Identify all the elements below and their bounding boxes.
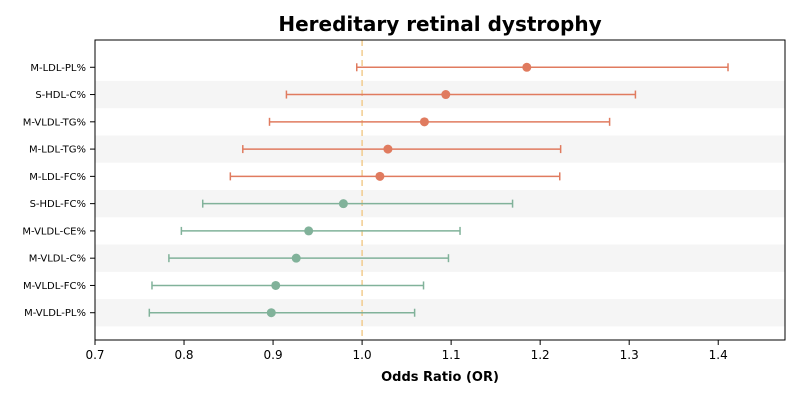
y-tick-label: M-LDL-PL% (30, 63, 86, 74)
y-tick-label: M-VLDL-FC% (23, 281, 86, 292)
estimate-row (168, 253, 450, 263)
data-marks (148, 62, 729, 318)
estimate-row (229, 171, 561, 181)
x-axis: 0.7 0.8 0.9 1.0 1.1 1.2 1.3 1.4 (85, 340, 728, 362)
x-tick-label: 1.1 (442, 348, 461, 362)
x-tick-label: 1.3 (620, 348, 639, 362)
y-tick-label: S-HDL-C% (35, 90, 86, 101)
x-tick-label: 1.4 (709, 348, 728, 362)
plot-frame (94, 39, 786, 341)
estimate-row (356, 62, 729, 72)
y-tick-label: M-VLDL-PL% (24, 308, 86, 319)
y-tick-label: M-VLDL-CE% (22, 226, 86, 237)
estimate-row (180, 226, 461, 236)
y-tick-label: M-VLDL-C% (29, 254, 86, 265)
point-estimate (441, 90, 451, 100)
x-axis-label: Odds Ratio (OR) (381, 370, 499, 385)
point-estimate (375, 171, 385, 181)
x-tick-label: 0.9 (264, 348, 283, 362)
point-estimate (291, 253, 301, 263)
y-axis: M-LDL-PL% S-HDL-C% M-VLDL-TG% M-LDL-TG% M-LD… (22, 63, 95, 319)
point-estimate (271, 280, 281, 290)
estimate-row (242, 144, 562, 154)
point-estimate (522, 62, 532, 72)
x-tick-label: 1.0 (353, 348, 372, 362)
point-estimate (419, 117, 429, 127)
y-tick-label: S-HDL-FC% (30, 199, 86, 210)
estimate-row (201, 199, 514, 209)
y-tick-label: M-LDL-FC% (29, 172, 86, 183)
point-estimate (338, 199, 348, 209)
y-tick-label: M-VLDL-TG% (23, 117, 86, 128)
x-tick-label: 0.8 (174, 348, 193, 362)
estimate-row (285, 90, 637, 100)
estimate-row (151, 280, 425, 290)
estimate-row (148, 308, 416, 318)
point-estimate (266, 308, 276, 318)
estimate-row (268, 117, 611, 127)
chart-title: Hereditary retinal dystrophy (278, 12, 601, 36)
point-estimate (304, 226, 314, 236)
point-estimate (383, 144, 393, 154)
x-tick-label: 0.7 (85, 348, 104, 362)
y-tick-label: M-LDL-TG% (29, 145, 86, 156)
x-tick-label: 1.2 (531, 348, 550, 362)
